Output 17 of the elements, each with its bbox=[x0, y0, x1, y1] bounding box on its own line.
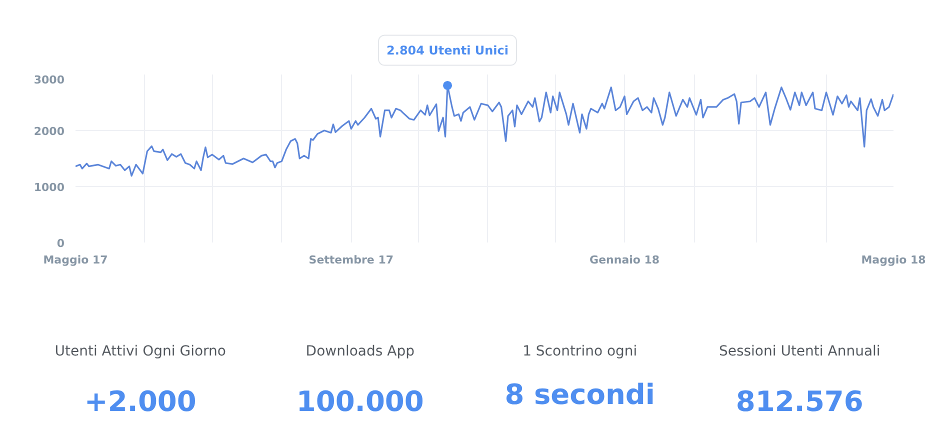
text: +2.000 bbox=[84, 385, 196, 418]
y-tick-label: 2000 bbox=[34, 125, 65, 138]
x-tick-label: Gennaio 18 bbox=[590, 254, 660, 266]
text: 100.000 bbox=[296, 385, 424, 418]
x-tick-label: Maggio 18 bbox=[861, 254, 926, 266]
y-tick-label: 3000 bbox=[34, 74, 65, 86]
text: Utenti Attivi Ogni Giorno bbox=[54, 343, 226, 360]
y-tick-label: 1000 bbox=[34, 181, 65, 194]
x-tick-label: Settembre 17 bbox=[308, 254, 394, 266]
annotation: 2.804 Utenti Unici bbox=[386, 43, 508, 58]
text: Sessioni Utenti Annuali bbox=[718, 343, 880, 360]
text: 8 secondi bbox=[504, 378, 656, 412]
text: 1 Scontrino ogni bbox=[522, 343, 638, 360]
text: 812.576 bbox=[736, 385, 864, 418]
y-tick-label: 0 bbox=[56, 237, 65, 250]
text: Downloads App bbox=[306, 343, 415, 360]
x-tick-label: Maggio 17 bbox=[43, 254, 108, 266]
